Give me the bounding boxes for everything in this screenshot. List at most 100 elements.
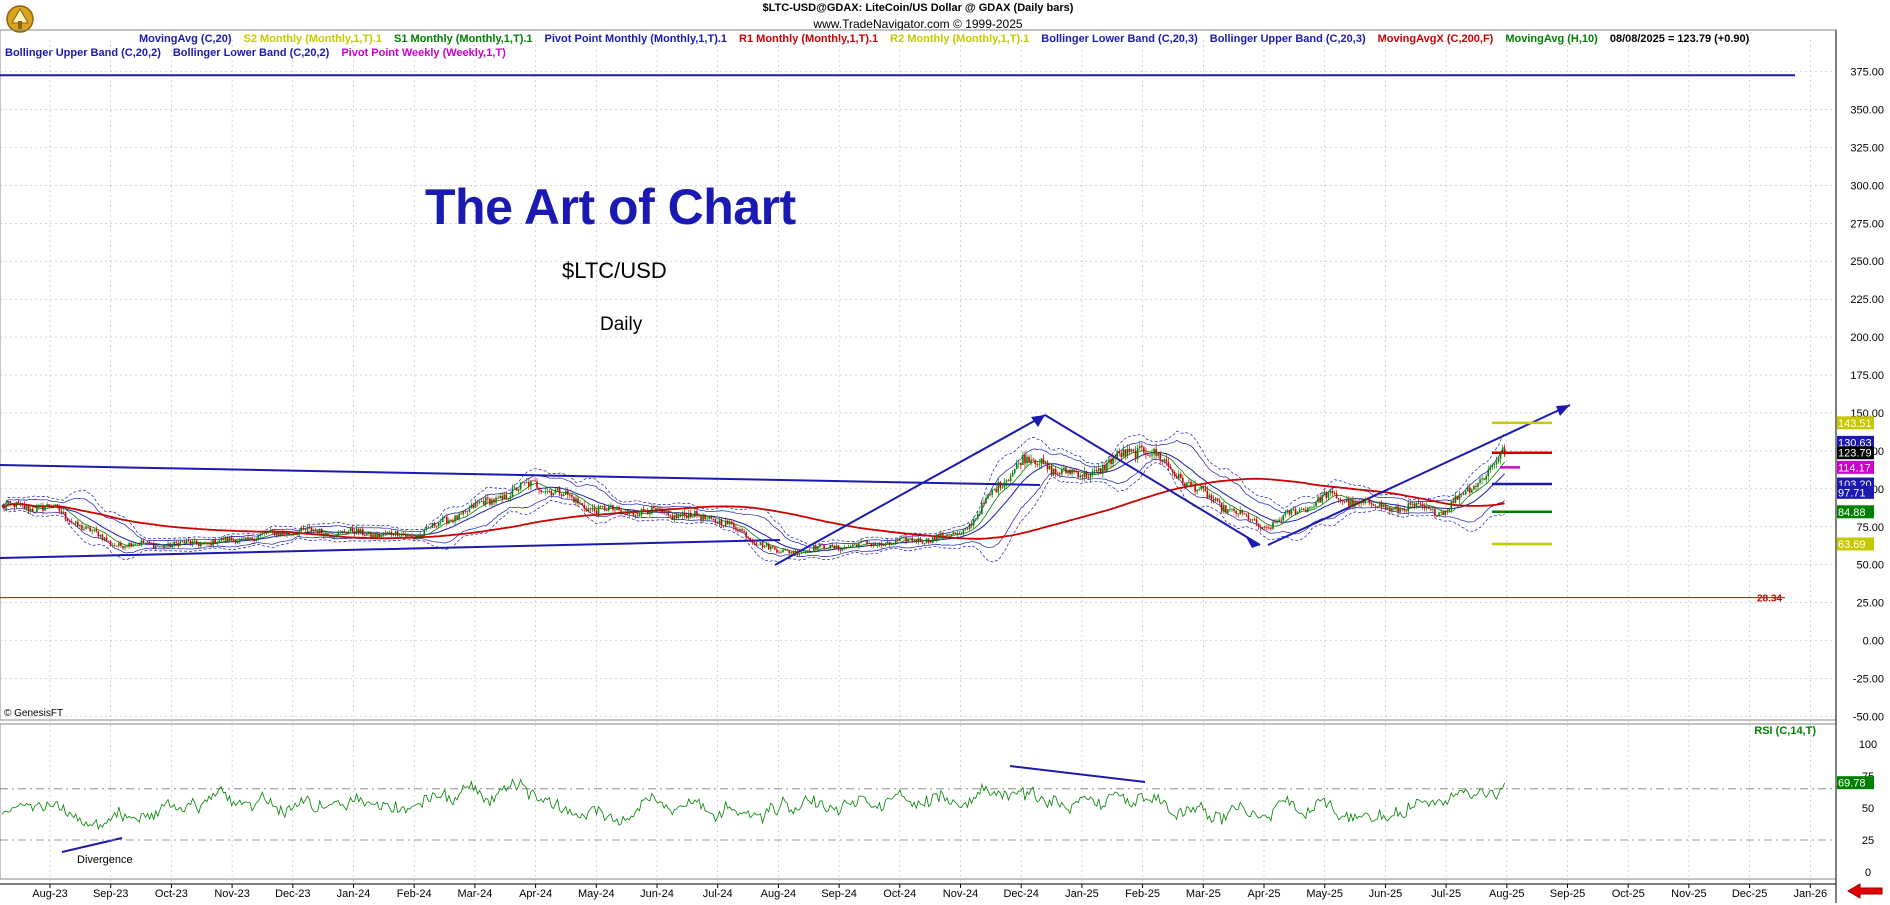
price-label-text: 97.71 bbox=[1838, 487, 1866, 499]
price-candle-body bbox=[1044, 462, 1047, 465]
price-candle-body bbox=[1448, 509, 1451, 512]
price-candle-body bbox=[329, 534, 331, 538]
legend-item[interactable]: R2 Monthly (Monthly,1,T).1 bbox=[890, 33, 1030, 45]
price-candle-body bbox=[1479, 479, 1481, 483]
price-candle-body bbox=[778, 552, 780, 554]
price-candle-body bbox=[1048, 465, 1051, 470]
price-candle-body bbox=[534, 480, 536, 482]
price-candle-body bbox=[111, 545, 114, 547]
price-candle-body bbox=[1241, 509, 1244, 514]
price-candle-body bbox=[583, 504, 585, 509]
price-candle-body bbox=[509, 496, 512, 499]
price-candle-body bbox=[1151, 454, 1153, 456]
price-candle-body bbox=[806, 550, 809, 552]
price-candle-body bbox=[163, 545, 165, 548]
price-candle-body bbox=[661, 510, 663, 513]
price-candle-body bbox=[1499, 453, 1502, 460]
price-candle-body bbox=[1063, 467, 1065, 470]
price-candle-body bbox=[1073, 469, 1075, 472]
time-tick-label: Oct-23 bbox=[155, 888, 188, 900]
price-candle-body bbox=[325, 532, 327, 537]
price-candle-body bbox=[120, 543, 122, 546]
legend-item[interactable]: MovingAvg (H,10) bbox=[1505, 33, 1598, 45]
price-candle-body bbox=[136, 542, 139, 544]
price-candle-body bbox=[1077, 471, 1080, 478]
price-candle-body bbox=[495, 497, 497, 503]
price-candle-body bbox=[1050, 465, 1053, 476]
legend-item[interactable]: Bollinger Upper Band (C,20,2) bbox=[5, 47, 161, 59]
price-candle-body bbox=[1411, 503, 1414, 505]
price-candle-body bbox=[1270, 527, 1272, 529]
price-candle-body bbox=[1190, 481, 1192, 486]
legend-item[interactable]: Pivot Point Monthly (Monthly,1,T).1 bbox=[544, 33, 728, 45]
price-candle-body bbox=[819, 544, 821, 547]
price-candle-body bbox=[259, 534, 262, 536]
price-candle-body bbox=[679, 515, 682, 517]
price-candle-body bbox=[591, 507, 594, 510]
price-candle-body bbox=[1141, 445, 1143, 448]
price-candle-body bbox=[743, 531, 745, 533]
price-candle-body bbox=[195, 540, 198, 545]
price-candle-body bbox=[1339, 499, 1342, 501]
time-tick-label: Sep-25 bbox=[1550, 888, 1585, 900]
price-candle-body bbox=[91, 530, 93, 532]
price-candle-body bbox=[1477, 482, 1479, 487]
price-candle-body bbox=[829, 544, 831, 549]
price-candle-body bbox=[417, 536, 419, 538]
price-candle-body bbox=[222, 537, 225, 541]
price-candle-body bbox=[407, 534, 409, 537]
price-candle-body bbox=[581, 503, 583, 505]
price-candle-body bbox=[1409, 503, 1412, 505]
rsi-tick-label: 50 bbox=[1862, 803, 1874, 815]
price-candle-body bbox=[1097, 468, 1100, 472]
price-candle-body bbox=[1450, 501, 1453, 510]
price-candle-body bbox=[1302, 508, 1305, 510]
price-candle-body bbox=[405, 534, 407, 537]
price-candle-body bbox=[1210, 495, 1213, 499]
price-candle-body bbox=[1165, 459, 1168, 463]
price-candle-body bbox=[970, 523, 973, 526]
price-candle-body bbox=[113, 545, 116, 547]
legend-item[interactable]: 08/08/2025 = 123.79 (+0.90) bbox=[1609, 33, 1750, 45]
legend-item[interactable]: MovingAvgX (C,200,F) bbox=[1377, 33, 1494, 45]
price-candle-body bbox=[275, 532, 278, 536]
price-candle-body bbox=[1054, 468, 1057, 473]
price-candle-body bbox=[444, 516, 446, 518]
price-candle-body bbox=[728, 521, 731, 525]
price-label-tag bbox=[1837, 485, 1874, 499]
price-tick-label: 50.00 bbox=[1856, 560, 1884, 572]
price-candle-body bbox=[899, 538, 901, 541]
price-candle-body bbox=[946, 534, 948, 537]
price-candle-body bbox=[409, 534, 411, 537]
price-candle-body bbox=[1319, 496, 1321, 503]
legend-item[interactable]: Bollinger Lower Band (C,20,2) bbox=[172, 47, 330, 59]
legend-item[interactable]: R1 Monthly (Monthly,1,T).1 bbox=[739, 33, 879, 45]
legend-item[interactable]: S1 Monthly (Monthly,1,T).1 bbox=[394, 33, 533, 45]
legend-item[interactable]: Pivot Point Weekly (Weekly,1,T) bbox=[341, 47, 506, 59]
price-candle-body bbox=[1257, 523, 1260, 528]
price-candle-body bbox=[876, 544, 879, 546]
legend-item[interactable]: S2 Monthly (Monthly,1,T).1 bbox=[243, 33, 383, 45]
price-candle-body bbox=[446, 516, 448, 524]
legend-item[interactable]: MovingAvg (C,20) bbox=[139, 33, 232, 45]
time-tick-label: Nov-25 bbox=[1671, 888, 1706, 900]
price-candle-body bbox=[1354, 500, 1356, 507]
price-candle-body bbox=[433, 522, 436, 526]
price-candle-body bbox=[548, 490, 551, 492]
price-label-tag bbox=[1837, 537, 1874, 551]
legend-item[interactable]: Bollinger Lower Band (C,20,3) bbox=[1041, 33, 1198, 45]
price-tick-label: 325.00 bbox=[1850, 142, 1884, 154]
price-candle-body bbox=[1364, 498, 1367, 503]
price-candle-body bbox=[880, 543, 883, 546]
price-candle-body bbox=[929, 542, 932, 544]
price-candle-body bbox=[294, 533, 296, 535]
price-candle-body bbox=[788, 550, 790, 554]
price-candle-body bbox=[772, 546, 774, 548]
price-candle-body bbox=[540, 489, 542, 492]
price-candle-body bbox=[343, 531, 346, 533]
price-candle-body bbox=[396, 531, 399, 537]
scroll-right-arrow-icon[interactable] bbox=[1846, 882, 1886, 900]
price-tick-label: 175.00 bbox=[1850, 370, 1884, 382]
legend-item[interactable]: Bollinger Upper Band (C,20,3) bbox=[1209, 33, 1366, 45]
